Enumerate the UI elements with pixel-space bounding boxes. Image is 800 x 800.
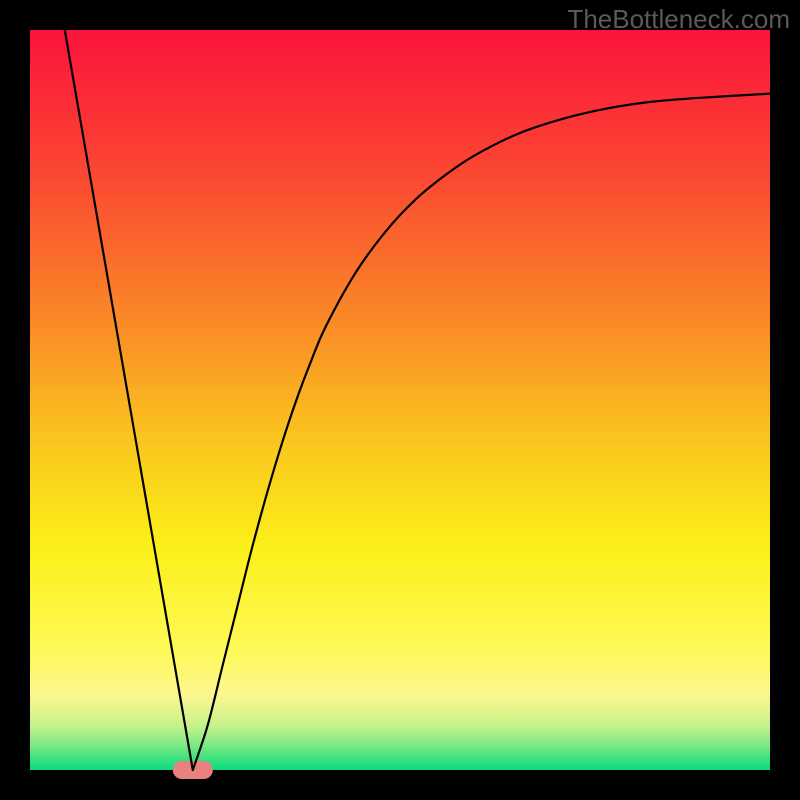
- chart-stage: TheBottleneck.com: [0, 0, 800, 800]
- chart-svg: [0, 0, 800, 800]
- gradient-panel: [30, 30, 770, 770]
- watermark-text: TheBottleneck.com: [567, 4, 790, 35]
